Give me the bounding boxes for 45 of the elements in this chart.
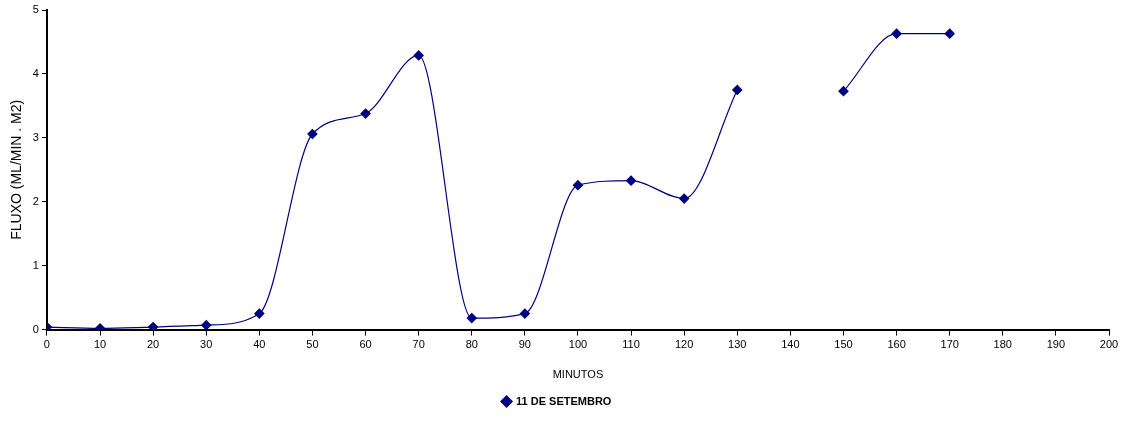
point — [891, 28, 902, 39]
y-tick-label: 3 — [32, 130, 39, 143]
x-tick-label: 140 — [781, 338, 800, 351]
x-tick-label: 200 — [1099, 338, 1119, 351]
point — [944, 28, 955, 39]
point — [625, 175, 637, 186]
x-tick-label: 120 — [674, 338, 694, 351]
x-tick-label: 160 — [887, 338, 906, 351]
point — [360, 108, 371, 119]
y-tick-label: 1 — [32, 258, 39, 271]
point — [679, 193, 690, 204]
x-tick-label: 130 — [728, 338, 747, 351]
x-tick-label: 30 — [200, 338, 213, 351]
point — [838, 86, 849, 97]
x-tick-label: 190 — [1046, 338, 1066, 351]
point — [148, 321, 159, 330]
y-tick-label: 2 — [32, 194, 39, 207]
x-tick-label: 150 — [834, 338, 853, 351]
x-tick-label: 170 — [940, 338, 959, 351]
x-tick-label: 80 — [465, 338, 478, 351]
y-axis-title: FLUXO (ML/MIN . M2) — [8, 99, 25, 240]
x-tick-label: 60 — [359, 338, 372, 351]
x-tick-label: 40 — [253, 338, 266, 351]
point — [466, 312, 477, 324]
y-tick-label: 4 — [32, 66, 39, 79]
x-tick-label: 180 — [993, 338, 1012, 351]
point — [201, 320, 212, 330]
point — [519, 308, 530, 319]
point — [413, 50, 424, 61]
x-tick-label: 0 — [43, 338, 50, 351]
x-tick-label: 90 — [518, 338, 531, 351]
point — [572, 180, 584, 191]
x-tick-label: 10 — [93, 338, 107, 351]
y-tick-label: 0 — [32, 322, 39, 335]
x-tick-label: 70 — [412, 338, 425, 351]
y-tick-label: 5 — [32, 3, 39, 16]
x-tick-label: 110 — [622, 338, 640, 351]
point — [254, 308, 265, 319]
point — [732, 84, 743, 95]
legend-label: 11 DE SETEMBRO — [516, 394, 612, 407]
x-tick-label: 20 — [147, 338, 160, 351]
x-axis-title: MINUTOS — [552, 368, 604, 381]
x-tick-label: 50 — [306, 338, 319, 351]
point — [307, 128, 318, 140]
x-tick-label: 100 — [568, 338, 588, 351]
